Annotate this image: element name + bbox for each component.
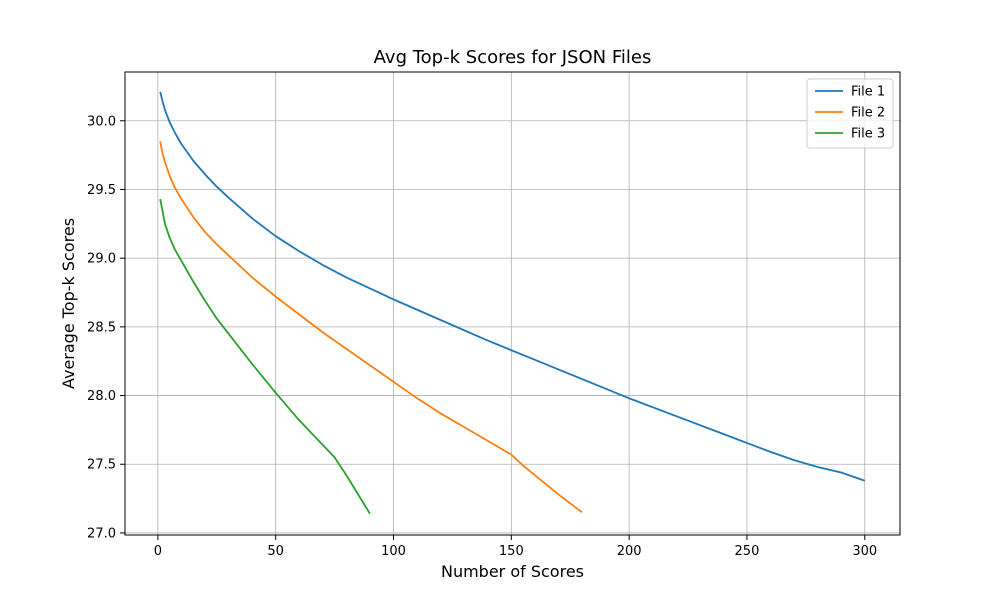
x-tick-label: 50 — [267, 544, 284, 559]
x-tick-label: 250 — [735, 544, 760, 559]
x-tick-label: 200 — [617, 544, 642, 559]
legend: File 1 File 2 File 3 — [806, 78, 894, 149]
y-tick-label: 28.0 — [87, 389, 116, 404]
y-axis-label: Average Top-k Scores — [59, 218, 78, 389]
chart-title: Avg Top-k Scores for JSON Files — [374, 47, 652, 68]
x-tick-label: 150 — [499, 544, 524, 559]
legend-box — [806, 78, 894, 149]
y-tick-label: 29.5 — [87, 183, 116, 198]
grid — [125, 72, 900, 535]
legend-label: File 1 — [851, 85, 885, 100]
legend-label: File 3 — [851, 127, 885, 142]
y-tick-label: 29.0 — [87, 252, 116, 267]
axis-ticks: 0 50 100 150 200 250 300 27.0 27.5 28.0 28.5 29.0 29… — [87, 114, 877, 559]
legend-label: File 2 — [851, 106, 885, 121]
x-tick-label: 0 — [154, 544, 162, 559]
x-axis-label: Number of Scores — [441, 562, 584, 581]
y-tick-label: 27.5 — [87, 458, 116, 473]
y-tick-label: 28.5 — [87, 320, 116, 335]
x-tick-label: 100 — [381, 544, 406, 559]
x-tick-label: 300 — [852, 544, 877, 559]
series-line-file-1 — [159, 91, 866, 482]
series-lines — [159, 91, 866, 515]
plot-frame — [124, 71, 901, 536]
y-tick-label: 27.0 — [87, 526, 116, 541]
series-line-file-3 — [159, 198, 371, 515]
series-line-file-2 — [159, 141, 583, 514]
y-tick-label: 30.0 — [87, 114, 116, 129]
